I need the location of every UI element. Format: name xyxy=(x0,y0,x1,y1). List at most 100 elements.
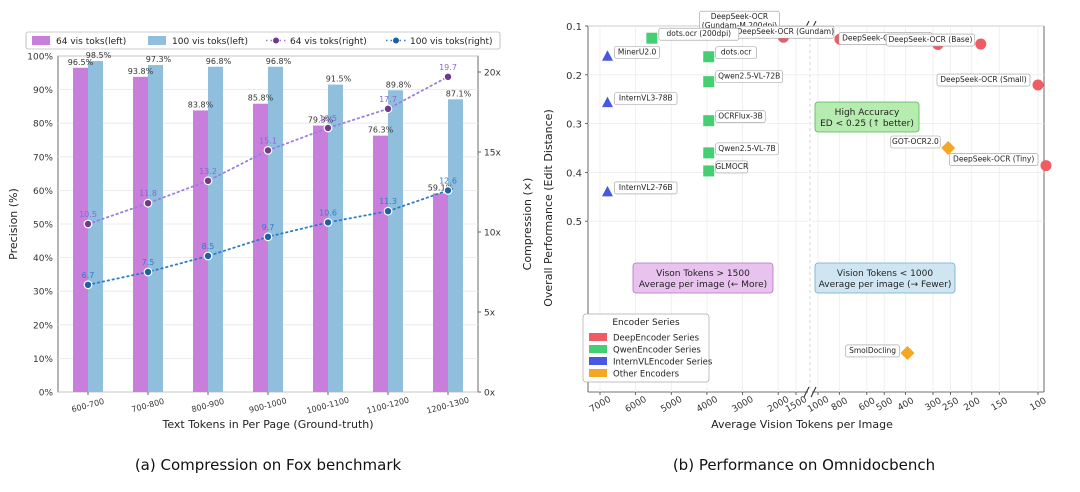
bar-100-value-label: 96.8% xyxy=(206,57,232,66)
point-label: DeepSeek-OCR (Gundam-M 200dpi) xyxy=(702,12,777,30)
point-label-box xyxy=(614,181,678,195)
bar-64-vis-toks xyxy=(193,110,208,392)
other-encoder-point xyxy=(900,345,915,360)
bar-64-vis-toks xyxy=(433,193,448,392)
line-value-label: 7.5 xyxy=(142,258,155,267)
bar-100-value-label: 98.5% xyxy=(86,51,112,60)
axis-break-mark xyxy=(810,386,817,398)
left-x-tick-label: 1100-1200 xyxy=(366,396,410,416)
point-label: InternVL3-78B xyxy=(619,94,673,103)
point-label-box xyxy=(949,153,1039,166)
bar-64-vis-toks xyxy=(313,125,328,392)
line-point xyxy=(443,72,453,82)
point-label-box xyxy=(614,45,660,59)
point-label-box xyxy=(614,92,678,105)
point-label: DeepSeek-OCR (Tiny) xyxy=(953,155,1034,164)
left-y-tick-label-right: 5x xyxy=(484,309,496,319)
legend-swatch xyxy=(148,36,166,45)
bar-100-value-label: 87.1% xyxy=(446,89,472,98)
line-point xyxy=(383,206,393,216)
right-x-tick-label: 100 xyxy=(1029,396,1049,413)
point-label-box xyxy=(715,70,783,83)
right-legend-swatch xyxy=(589,357,607,365)
line-value-label: 16.5 xyxy=(319,114,337,123)
left-y-tick-label-right: 15x xyxy=(484,149,501,159)
right-legend-swatch xyxy=(589,369,607,377)
right-x-tick-label: 4000 xyxy=(695,395,720,415)
point-label-box xyxy=(936,73,1031,87)
point-label: DeepSeek-OCR (Large) xyxy=(842,34,929,43)
left-y-tick-label: 30% xyxy=(33,288,53,298)
point-label: GLMOCR xyxy=(715,162,748,171)
right-x-tick-label: 150 xyxy=(990,396,1010,413)
point-label: dots.ocr xyxy=(721,48,752,57)
right-x-tick-label: 500 xyxy=(875,396,895,413)
line-value-label: 10.6 xyxy=(319,208,337,217)
legend-label: 100 vis toks(right) xyxy=(410,37,493,47)
bar-100-vis-toks xyxy=(208,66,223,392)
bar-64-value-label: 96.5% xyxy=(68,58,94,67)
line-value-label: 12.6 xyxy=(439,176,457,185)
line-value-label: 11.8 xyxy=(139,189,157,198)
point-label: DeepSeek-OCR (Gundam) xyxy=(736,27,834,36)
bar-64-value-label: 83.8% xyxy=(188,100,214,109)
right-legend-frame xyxy=(582,313,710,383)
bar-100-value-label: 89.8% xyxy=(386,80,412,89)
line-point xyxy=(203,251,213,261)
right-legend-label: InternVLEncoder Series xyxy=(613,358,713,368)
right-x-axis-label: Average Vision Tokens per Image xyxy=(711,418,893,431)
annotation-text: Vision Tokens < 1000 xyxy=(837,269,933,279)
left-x-tick-label: 900-1000 xyxy=(248,396,288,415)
left-x-axis-label: Text Tokens in Per Page (Ground-truth) xyxy=(161,418,373,431)
qwenencoder-point xyxy=(703,51,715,63)
point-label-box xyxy=(715,46,757,60)
line-value-label: 11.3 xyxy=(379,197,397,206)
point-label: DeepSeek-OCR (Small) xyxy=(940,75,1027,84)
right-y-tick-label: 0.1 xyxy=(566,22,582,33)
right-x-tick-label: 3000 xyxy=(731,395,756,415)
point-label-box xyxy=(715,160,749,174)
bar-64-vis-toks xyxy=(133,76,148,392)
bar-100-vis-toks xyxy=(148,65,163,393)
line-value-label: 10.5 xyxy=(79,210,97,219)
left-x-tick-label: 700-800 xyxy=(131,397,166,414)
point-label-box xyxy=(715,110,766,123)
point-label: SmolDocling xyxy=(849,346,896,355)
point-label-box xyxy=(715,142,779,156)
right-legend: Encoder Series DeepEncoder Series QwenEnco… xyxy=(582,313,713,383)
line-value-label: 9.7 xyxy=(262,223,275,232)
annotation-text: High Accuracy xyxy=(835,108,900,118)
left-y-tick-label: 50% xyxy=(33,221,53,231)
left-y-tick-label: 70% xyxy=(33,153,53,163)
bar-64-value-label: 76.3% xyxy=(368,126,394,135)
legend-label: 100 vis toks(left) xyxy=(172,37,248,47)
left-y-tick-label: 100% xyxy=(27,53,53,63)
bar-100-vis-toks xyxy=(388,90,403,392)
point-label: OCRFlux-3B xyxy=(718,112,763,121)
line-point xyxy=(203,176,213,186)
left-y-tick-label: 90% xyxy=(33,86,53,96)
point-label-box xyxy=(885,33,976,47)
bar-64-vis-toks xyxy=(73,67,88,392)
right-y-tick-label: 0.4 xyxy=(566,168,582,179)
line-value-label: 17.7 xyxy=(379,95,397,104)
left-x-tick-label: 800-900 xyxy=(191,397,226,414)
line-point xyxy=(383,104,393,114)
annotation-text: ED < 0.25 (↑ better) xyxy=(820,119,914,129)
point-label: InternVL2-76B xyxy=(619,183,673,192)
other-encoder-point xyxy=(941,141,956,155)
bar-64-value-label: 93.8% xyxy=(128,67,154,76)
qwenencoder-point xyxy=(703,115,715,127)
left-y-tick-label: 0% xyxy=(39,389,54,399)
bar-100-value-label: 91.5% xyxy=(326,75,352,84)
point-label-box xyxy=(658,27,740,41)
left-x-tick-label: 1200-1300 xyxy=(426,396,470,416)
right-x-tick-label: 6000 xyxy=(624,395,649,415)
left-y-ticks: 0% 10% 20% 30% 40% 50% 60% 70% 80% 90% 100% xyxy=(27,53,53,399)
line-value-label: 8.5 xyxy=(202,242,215,251)
right-x-tick-label: 250 xyxy=(941,396,961,413)
right-legend-label: DeepEncoder Series xyxy=(613,334,700,344)
bar-100-vis-toks xyxy=(268,66,283,392)
